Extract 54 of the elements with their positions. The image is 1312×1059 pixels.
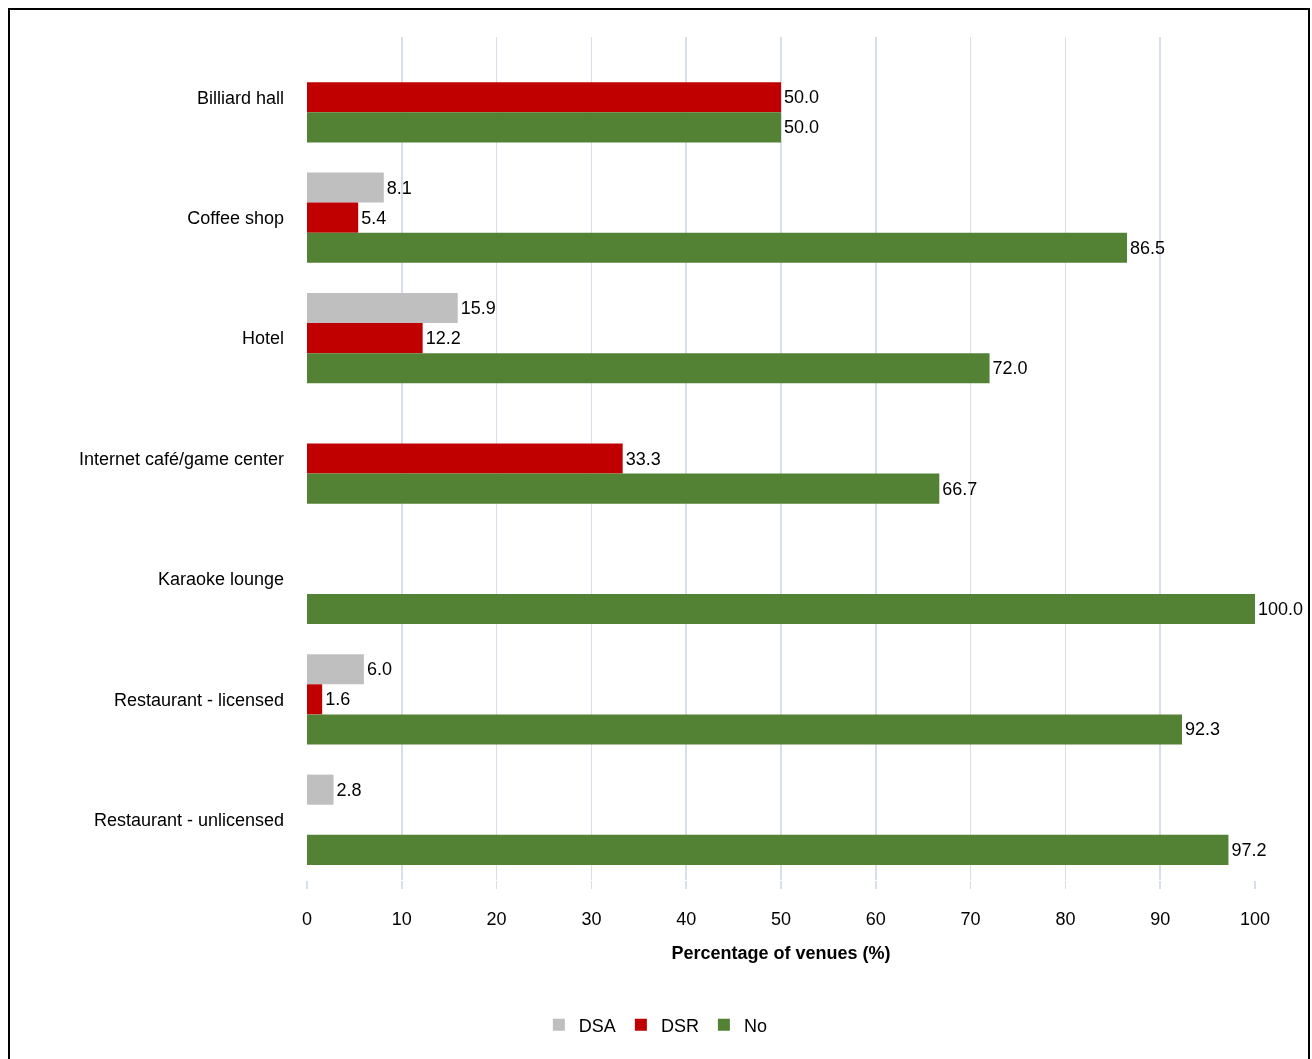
data-label: 5.4 bbox=[361, 207, 387, 228]
y-tick-label: Karaoke lounge bbox=[157, 569, 284, 590]
data-label: 100.0 bbox=[1258, 599, 1304, 620]
data-label: 12.2 bbox=[425, 328, 461, 349]
bar bbox=[307, 232, 1128, 263]
x-tick-label: 90 bbox=[1150, 908, 1171, 929]
data-label: 2.8 bbox=[336, 779, 362, 800]
x-tick-label: 60 bbox=[865, 908, 886, 929]
y-tick-label: Restaurant - licensed bbox=[113, 689, 284, 710]
data-label: 50.0 bbox=[784, 117, 820, 138]
bar bbox=[307, 443, 623, 474]
y-tick-label: Coffee shop bbox=[187, 207, 284, 228]
data-label: 97.2 bbox=[1231, 839, 1267, 860]
x-tick-label: 50 bbox=[770, 908, 792, 929]
data-label: 1.6 bbox=[325, 689, 351, 710]
bar bbox=[307, 112, 781, 143]
x-tick-label: 70 bbox=[960, 908, 981, 929]
y-tick-label: Billiard hall bbox=[196, 87, 284, 108]
data-label: 6.0 bbox=[366, 659, 392, 680]
x-tick-label: 80 bbox=[1055, 908, 1076, 929]
data-label: 8.1 bbox=[386, 177, 412, 198]
data-label: 66.7 bbox=[942, 478, 978, 499]
bar bbox=[307, 774, 334, 805]
bar bbox=[307, 593, 1255, 625]
x-tick-label: 20 bbox=[486, 908, 507, 929]
legend-label: No bbox=[743, 1015, 767, 1036]
bar bbox=[307, 654, 364, 685]
bar bbox=[307, 292, 458, 324]
y-tick-label: Internet café/game center bbox=[78, 448, 284, 469]
bar bbox=[307, 473, 940, 504]
y-tick-label: Hotel bbox=[241, 328, 284, 349]
x-tick-label: 40 bbox=[676, 908, 697, 929]
bar bbox=[307, 353, 990, 384]
x-axis-title: Percentage of venues (%) bbox=[671, 942, 891, 963]
bar bbox=[307, 323, 423, 354]
data-label: 50.0 bbox=[784, 87, 820, 108]
x-tick-label: 30 bbox=[581, 908, 602, 929]
bar bbox=[307, 834, 1229, 865]
legend-label: DSR bbox=[660, 1015, 699, 1036]
data-label: 72.0 bbox=[992, 358, 1028, 379]
bar bbox=[307, 684, 323, 715]
y-tick-label: Restaurant - unlicensed bbox=[93, 810, 284, 831]
data-label: 86.5 bbox=[1130, 237, 1166, 258]
x-tick-label: 100 bbox=[1239, 908, 1271, 929]
bar bbox=[307, 172, 384, 203]
data-label: 15.9 bbox=[460, 297, 496, 318]
legend-label: DSA bbox=[578, 1015, 616, 1036]
bar bbox=[307, 202, 359, 233]
data-label: 33.3 bbox=[625, 448, 661, 469]
data-label: 92.3 bbox=[1185, 719, 1221, 740]
x-tick-label: 0 bbox=[301, 908, 313, 929]
bar bbox=[307, 82, 781, 113]
x-tick-label: 10 bbox=[391, 908, 412, 929]
bar bbox=[307, 714, 1182, 745]
